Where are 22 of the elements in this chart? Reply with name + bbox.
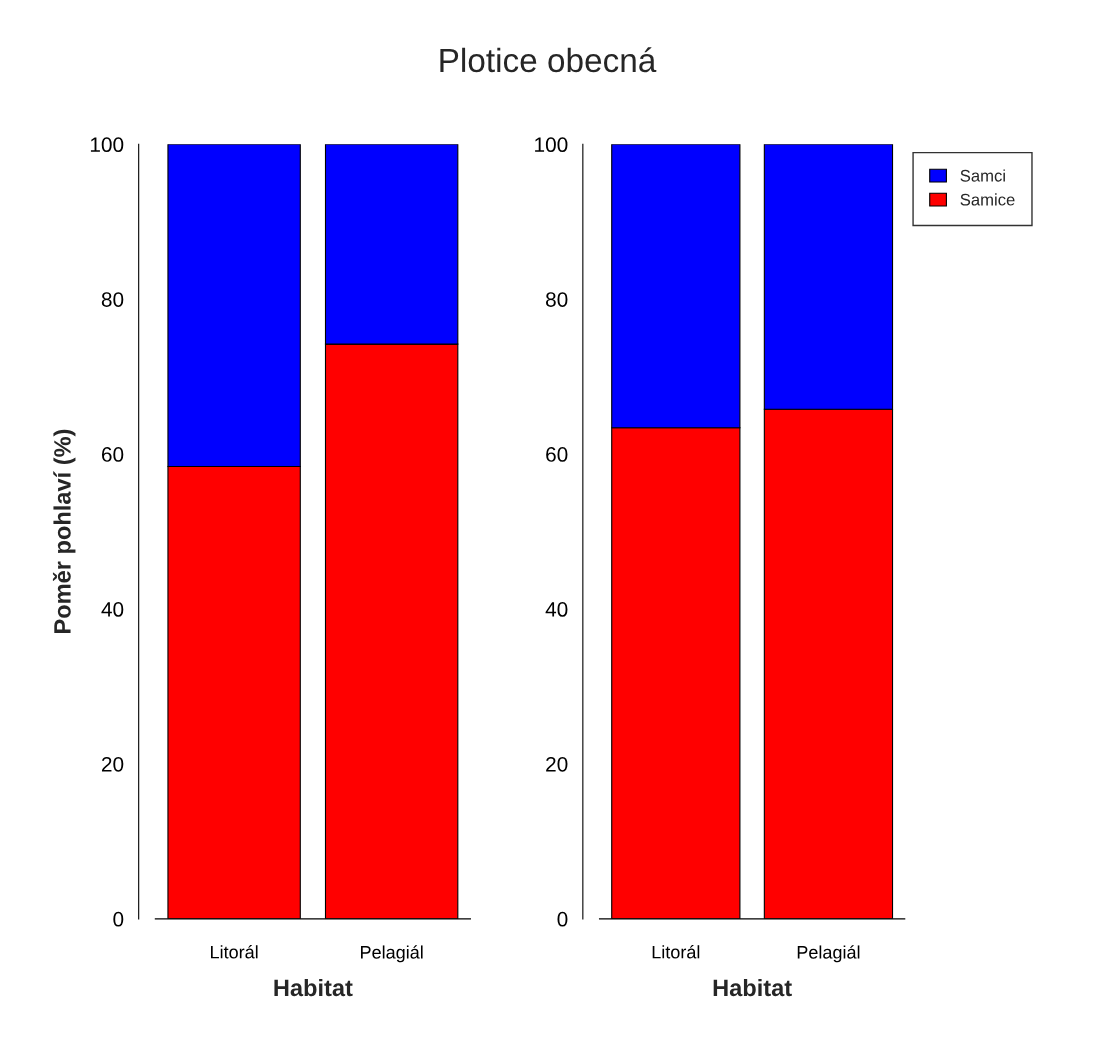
y-axis-title: Poměr pohlaví (%): [52, 429, 76, 633]
y-tick-label: 100: [535, 137, 568, 153]
y-tick-label: 0: [113, 911, 124, 927]
x-tick-label: Litorál: [211, 945, 258, 959]
y-tick-label: 80: [101, 292, 124, 307]
y-tick-label: 100: [90, 137, 124, 153]
y-tick-label: 0: [557, 911, 568, 927]
x-tick-label: Litorál: [652, 945, 700, 959]
text: Plotice obecná: [440, 47, 657, 73]
y-tick-label: 40: [101, 602, 124, 617]
x-axis-title: Habitat: [274, 978, 353, 997]
y-tick-label: 60: [101, 447, 124, 462]
x-axis-title: Habitat: [713, 978, 792, 997]
legend-label: Samci: [960, 169, 1005, 182]
y-tick-label: 20: [101, 756, 124, 772]
legend-label: Samice: [960, 193, 1015, 206]
y-tick-label: 80: [546, 292, 568, 307]
x-tick-label: Pelagiál: [361, 945, 423, 963]
y-tick-label: 40: [545, 602, 568, 617]
x-tick-label: Pelagiál: [797, 945, 860, 963]
y-tick-label: 20: [546, 756, 568, 772]
y-tick-label: 60: [546, 447, 568, 462]
